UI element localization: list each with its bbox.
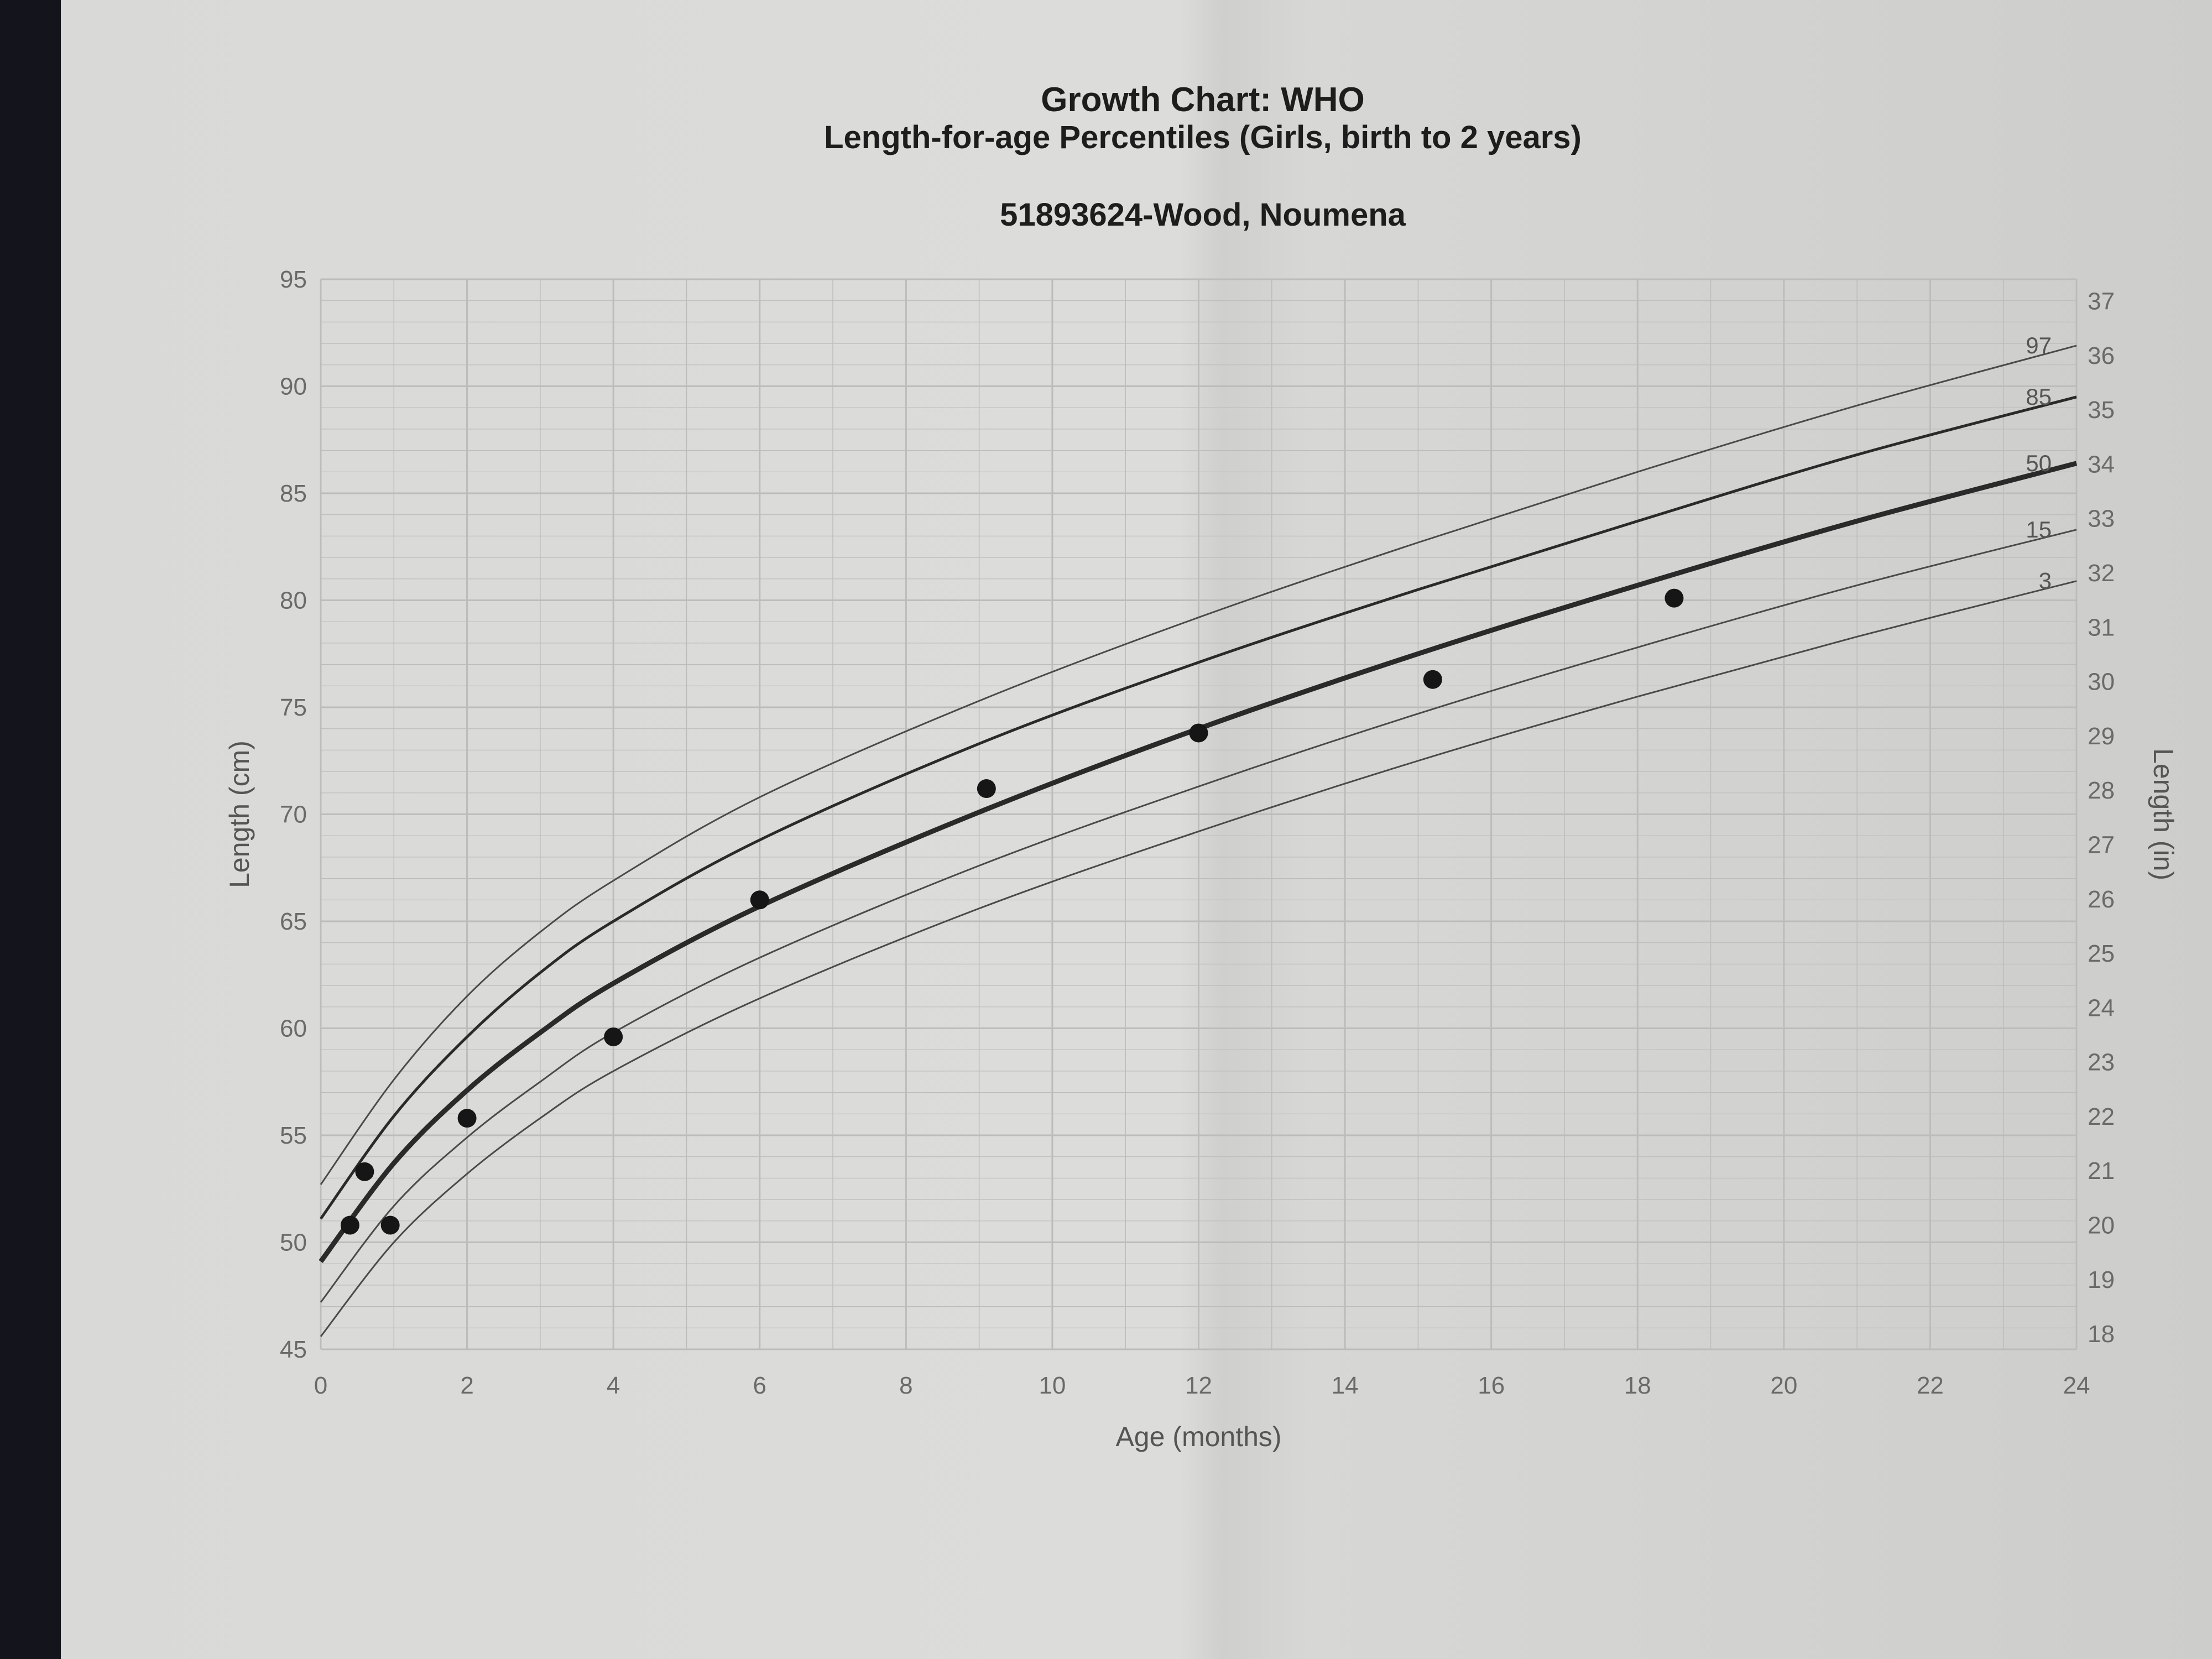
y-right-tick-label: 33	[2088, 505, 2115, 533]
y-right-tick-label: 29	[2088, 723, 2115, 750]
measurement-point	[1189, 723, 1208, 743]
y-right-tick-label: 37	[2088, 288, 2115, 315]
y-right-tick-label: 32	[2088, 560, 2115, 587]
y-right-tick-label: 35	[2088, 397, 2115, 424]
y-right-tick-label: 22	[2088, 1103, 2115, 1130]
grid-lines	[320, 278, 2078, 1350]
y-axis-left-title: Length (cm)	[224, 740, 255, 888]
y-right-tick-label: 34	[2088, 451, 2115, 478]
y-tick-label: 60	[280, 1015, 307, 1042]
x-tick-label: 24	[2063, 1372, 2090, 1399]
measurement-point	[380, 1215, 400, 1235]
percentile-label-85: 85	[2026, 384, 2052, 410]
chart-subtitle: Length-for-age Percentiles (Girls, birth…	[824, 119, 1582, 155]
y-axis-right-title: Length (in)	[2148, 748, 2179, 880]
y-tick-label: 55	[280, 1122, 307, 1149]
x-tick-label: 8	[899, 1372, 912, 1399]
percentile-curve-97	[320, 345, 2077, 1185]
chart-title: Growth Chart: WHO	[1041, 81, 1365, 119]
y-axis-right-ticks: 18 19 20 21 22 23 24 25 26 27 28 29 30 31 32 33 34 35 36 37	[2088, 288, 2115, 1348]
percentile-curve-15	[320, 529, 2077, 1303]
measurement-point	[977, 779, 996, 799]
y-tick-label: 90	[280, 373, 307, 400]
x-tick-label: 12	[1185, 1372, 1212, 1399]
x-tick-label: 18	[1624, 1372, 1651, 1399]
y-tick-label: 50	[280, 1229, 307, 1256]
x-tick-label: 2	[460, 1372, 473, 1399]
y-right-tick-label: 23	[2088, 1049, 2115, 1076]
paper-sheet	[61, 0, 2212, 1659]
measurement-point	[1423, 670, 1442, 689]
measurement-point	[457, 1109, 477, 1128]
y-right-tick-label: 19	[2088, 1266, 2115, 1293]
y-right-tick-label: 31	[2088, 614, 2115, 641]
measurement-point	[604, 1027, 623, 1046]
x-tick-label: 16	[1478, 1372, 1505, 1399]
y-right-tick-label: 30	[2088, 669, 2115, 696]
y-right-tick-label: 36	[2088, 342, 2115, 369]
x-tick-label: 0	[314, 1372, 327, 1399]
y-right-tick-label: 24	[2088, 994, 2115, 1021]
x-tick-label: 14	[1332, 1372, 1359, 1399]
y-tick-label: 70	[280, 801, 307, 828]
x-tick-label: 6	[753, 1372, 766, 1399]
percentile-label-15: 15	[2026, 517, 2052, 542]
measurement-point	[1665, 588, 1684, 608]
y-right-tick-label: 25	[2088, 940, 2115, 967]
x-tick-label: 4	[607, 1372, 620, 1399]
y-tick-label: 45	[280, 1336, 307, 1363]
percentile-curve-85	[319, 395, 2077, 1220]
y-right-tick-label: 28	[2088, 777, 2115, 804]
y-tick-label: 85	[280, 480, 307, 507]
y-right-tick-label: 20	[2088, 1212, 2115, 1239]
y-right-tick-label: 21	[2088, 1157, 2115, 1185]
x-tick-label: 22	[1917, 1372, 1944, 1399]
y-tick-label: 75	[280, 694, 307, 721]
y-tick-label: 80	[280, 587, 307, 614]
y-tick-label: 65	[280, 908, 307, 935]
y-right-tick-label: 18	[2088, 1321, 2115, 1348]
patient-name: 51893624-Wood, Noumena	[1000, 197, 1406, 233]
percentile-curves: 97 85 50 15 3	[319, 332, 2078, 1337]
y-tick-label: 95	[280, 266, 307, 293]
x-tick-label: 20	[1770, 1372, 1797, 1399]
percentile-curve-50	[319, 461, 2078, 1264]
x-tick-label: 10	[1039, 1372, 1066, 1399]
x-axis-ticks: 0 2 4 6 8 10 12 14 16 18 20 22 24	[314, 1372, 2090, 1399]
x-axis-title: Age (months)	[1115, 1421, 1281, 1452]
y-right-tick-label: 26	[2088, 886, 2115, 913]
measurement-points	[340, 588, 1684, 1235]
measurement-point	[750, 890, 769, 910]
y-axis-left-ticks: 45 50 55 60 65 70 75 80 85 90 95	[280, 266, 307, 1363]
percentile-label-97: 97	[2026, 332, 2052, 358]
percentile-label-3: 3	[2039, 568, 2052, 594]
y-right-tick-label: 27	[2088, 831, 2115, 858]
percentile-curve-3	[320, 580, 2077, 1337]
measurement-point	[355, 1162, 374, 1181]
percentile-label-50: 50	[2026, 450, 2052, 476]
measurement-point	[340, 1215, 359, 1235]
